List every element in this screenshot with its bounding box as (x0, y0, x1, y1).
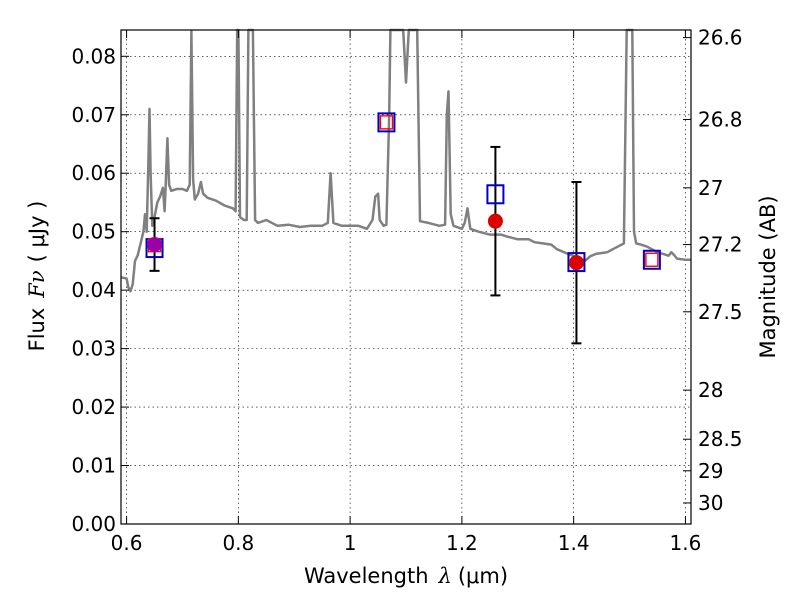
measured-flux-point (147, 237, 163, 253)
x-axis-lambda-symbol: λ (438, 564, 452, 588)
y-tick-label: 0.04 (71, 278, 116, 302)
measured-flux-point (568, 255, 584, 271)
y-axis-unit: ( μJy ) (25, 201, 49, 263)
x-tick-label: 1.2 (446, 531, 478, 555)
plot-frame (120, 29, 692, 525)
model-photometry-square (377, 112, 396, 133)
observed-photometry-square (379, 115, 394, 130)
model-photometry-square (642, 249, 661, 270)
y-tick-label: 0.06 (71, 161, 116, 185)
x-axis-unit: (μm) (458, 564, 508, 588)
y-tick-label: 0.08 (71, 44, 116, 68)
observed-photometry-square (645, 252, 659, 267)
x-tick-label: 0.6 (111, 531, 143, 555)
model-spectrum-line (120, 28, 691, 293)
spectrum-layer (120, 28, 691, 293)
x-axis-title: Wavelength λ (μm) (304, 564, 508, 588)
y-tick-label: 0.07 (71, 103, 116, 127)
y2-axis-title: Magnitude (AB) (756, 195, 780, 358)
x-tick-label: 0.8 (222, 531, 254, 555)
y2-tick-label: 27.2 (698, 233, 743, 257)
model-photometry-square (567, 252, 586, 273)
marker-layer (145, 112, 661, 273)
x-tick-label: 1.4 (558, 531, 590, 555)
y-tick-label: 0.01 (71, 454, 116, 478)
y2-tick-label: 26.8 (698, 107, 743, 131)
y2-tick-label: 27.5 (698, 300, 743, 324)
y2-tick-label: 28 (698, 378, 723, 402)
y-tick-label: 0.03 (71, 337, 116, 361)
y-axis-title: Flux Fν ( μJy ) (25, 201, 49, 352)
x-tick-label: 1.6 (670, 531, 702, 555)
y2-tick-label: 26.6 (698, 26, 743, 50)
y-axis-flux-symbol: Fν (25, 270, 49, 299)
x-axis-title-text: Wavelength (304, 564, 429, 588)
y-tick-label: 0.02 (71, 395, 116, 419)
y-axis-title-text: Flux (25, 308, 49, 352)
y2-tick-label: 30 (698, 491, 723, 515)
y-tick-label: 0.00 (71, 512, 116, 536)
x-tick-label: 1 (344, 531, 357, 555)
tick-layer: 0.6 0.8 1 1.2 1.4 1.6 0.00 0.01 0.02 0.03 0.04 0.05… (71, 26, 742, 555)
measured-flux-point (487, 213, 503, 229)
y2-tick-label: 28.5 (698, 427, 743, 451)
y-tick-label: 0.05 (71, 220, 116, 244)
model-photometry-square (486, 184, 505, 205)
y2-tick-label: 29 (698, 459, 723, 483)
y2-tick-label: 27 (698, 176, 723, 200)
